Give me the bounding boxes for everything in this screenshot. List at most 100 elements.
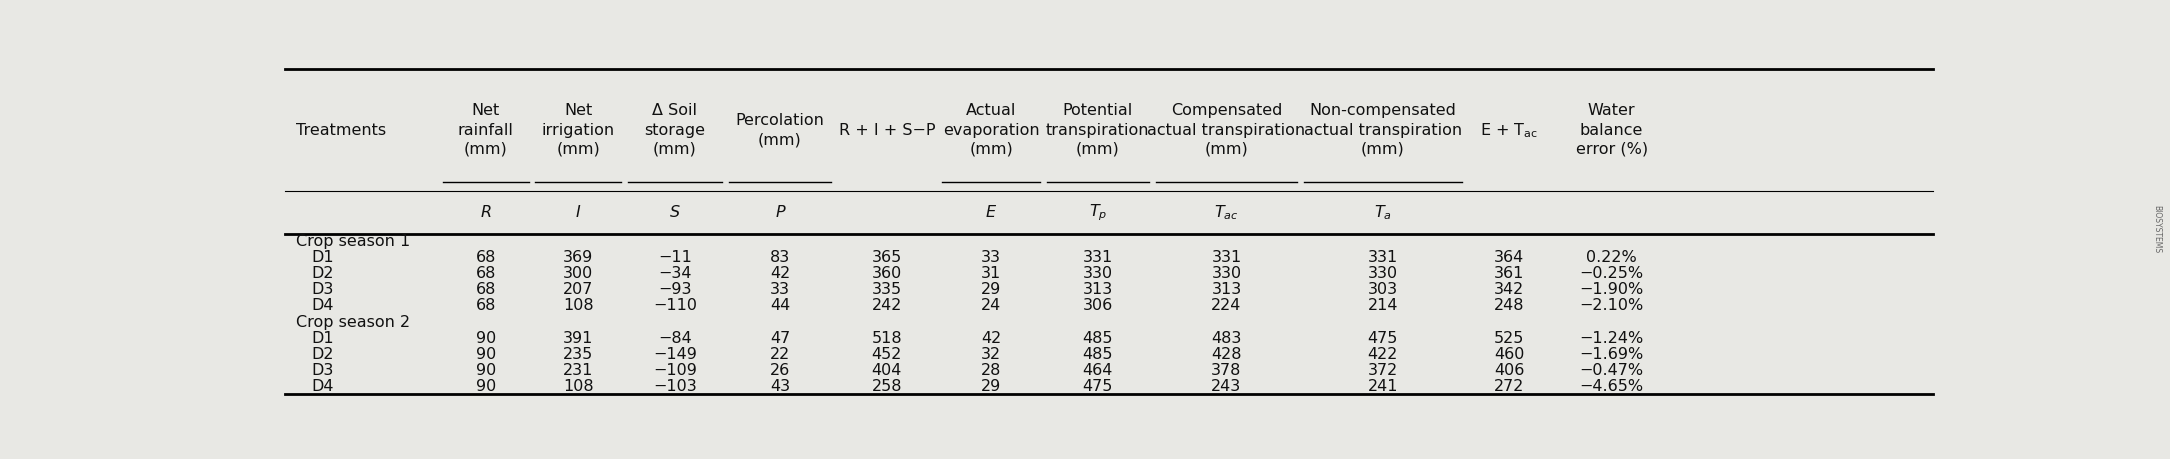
Text: Compensated
actual transpiration
(mm): Compensated actual transpiration (mm): [1148, 103, 1306, 157]
Text: −149: −149: [653, 347, 697, 362]
Text: 313: 313: [1211, 282, 1241, 297]
Text: 464: 464: [1083, 363, 1113, 378]
Text: E: E: [985, 205, 996, 220]
Text: 224: 224: [1211, 298, 1241, 313]
Text: D4: D4: [312, 298, 334, 313]
Text: 90: 90: [475, 363, 495, 378]
Text: 47: 47: [770, 330, 790, 346]
Text: 28: 28: [981, 363, 1000, 378]
Text: Actual
evaporation
(mm): Actual evaporation (mm): [942, 103, 1039, 157]
Text: 378: 378: [1211, 363, 1241, 378]
Text: 303: 303: [1367, 282, 1397, 297]
Text: 68: 68: [475, 282, 497, 297]
Text: 372: 372: [1367, 363, 1397, 378]
Text: 235: 235: [562, 347, 592, 362]
Text: 306: 306: [1083, 298, 1113, 313]
Text: 272: 272: [1493, 379, 1523, 394]
Text: E + T$_\mathregular{ac}$: E + T$_\mathregular{ac}$: [1480, 121, 1539, 140]
Text: 243: 243: [1211, 379, 1241, 394]
Text: Net
rainfall
(mm): Net rainfall (mm): [458, 103, 514, 157]
Text: 406: 406: [1493, 363, 1523, 378]
Text: 29: 29: [981, 379, 1000, 394]
Text: 330: 330: [1367, 266, 1397, 281]
Text: 365: 365: [872, 250, 903, 265]
Text: 342: 342: [1493, 282, 1523, 297]
Text: 90: 90: [475, 379, 495, 394]
Text: −109: −109: [653, 363, 697, 378]
Text: D3: D3: [312, 363, 334, 378]
Text: D1: D1: [312, 250, 334, 265]
Text: 331: 331: [1083, 250, 1113, 265]
Text: 42: 42: [981, 330, 1000, 346]
Text: D2: D2: [312, 266, 334, 281]
Text: 242: 242: [872, 298, 903, 313]
Text: S: S: [671, 205, 679, 220]
Text: 68: 68: [475, 266, 497, 281]
Text: R: R: [480, 205, 490, 220]
Text: 24: 24: [981, 298, 1000, 313]
Text: 300: 300: [562, 266, 592, 281]
Text: −1.69%: −1.69%: [1580, 347, 1643, 362]
Text: 22: 22: [770, 347, 790, 362]
Text: R + I + S−P: R + I + S−P: [838, 123, 935, 138]
Text: 31: 31: [981, 266, 1000, 281]
Text: 90: 90: [475, 330, 495, 346]
Text: T$_\mathregular{a}$: T$_\mathregular{a}$: [1374, 203, 1391, 222]
Text: 29: 29: [981, 282, 1000, 297]
Text: −11: −11: [658, 250, 692, 265]
Text: 44: 44: [770, 298, 790, 313]
Text: 485: 485: [1083, 347, 1113, 362]
Text: D3: D3: [312, 282, 334, 297]
Text: 33: 33: [981, 250, 1000, 265]
Text: Water
balance
error (%): Water balance error (%): [1575, 103, 1647, 157]
Text: 42: 42: [770, 266, 790, 281]
Text: −4.65%: −4.65%: [1580, 379, 1643, 394]
Text: 335: 335: [872, 282, 903, 297]
Text: 331: 331: [1211, 250, 1241, 265]
Text: D1: D1: [312, 330, 334, 346]
Text: 460: 460: [1493, 347, 1523, 362]
Text: −34: −34: [658, 266, 692, 281]
Text: −84: −84: [658, 330, 692, 346]
Text: Percolation
(mm): Percolation (mm): [736, 113, 825, 147]
Text: 369: 369: [562, 250, 592, 265]
Text: Potential
transpiration
(mm): Potential transpiration (mm): [1046, 103, 1150, 157]
Text: 68: 68: [475, 298, 497, 313]
Text: −0.25%: −0.25%: [1580, 266, 1643, 281]
Text: −1.90%: −1.90%: [1580, 282, 1643, 297]
Text: 452: 452: [872, 347, 903, 362]
Text: BIOSYSTEMS: BIOSYSTEMS: [2153, 206, 2161, 253]
Text: 525: 525: [1493, 330, 1523, 346]
Text: 331: 331: [1367, 250, 1397, 265]
Text: 214: 214: [1367, 298, 1397, 313]
Text: −0.47%: −0.47%: [1580, 363, 1643, 378]
Text: 83: 83: [770, 250, 790, 265]
Text: −93: −93: [658, 282, 692, 297]
Text: 108: 108: [562, 379, 592, 394]
Text: 313: 313: [1083, 282, 1113, 297]
Text: −2.10%: −2.10%: [1580, 298, 1643, 313]
Text: 248: 248: [1493, 298, 1523, 313]
Text: 404: 404: [872, 363, 903, 378]
Text: 231: 231: [562, 363, 592, 378]
Text: 360: 360: [872, 266, 903, 281]
Text: Non-compensated
actual transpiration
(mm): Non-compensated actual transpiration (mm…: [1304, 103, 1463, 157]
Text: D2: D2: [312, 347, 334, 362]
Text: 33: 33: [770, 282, 790, 297]
Text: P: P: [775, 205, 786, 220]
Text: −1.24%: −1.24%: [1580, 330, 1643, 346]
Text: 32: 32: [981, 347, 1000, 362]
Text: 43: 43: [770, 379, 790, 394]
Text: −110: −110: [653, 298, 697, 313]
Text: 330: 330: [1083, 266, 1113, 281]
Text: 475: 475: [1083, 379, 1113, 394]
Text: 422: 422: [1367, 347, 1397, 362]
Text: Treatments: Treatments: [297, 123, 386, 138]
Text: 518: 518: [872, 330, 903, 346]
Text: 258: 258: [872, 379, 903, 394]
Text: 241: 241: [1367, 379, 1397, 394]
Text: Crop season 2: Crop season 2: [297, 314, 410, 330]
Text: 90: 90: [475, 347, 495, 362]
Text: 475: 475: [1367, 330, 1397, 346]
Text: Crop season 1: Crop season 1: [297, 234, 410, 249]
